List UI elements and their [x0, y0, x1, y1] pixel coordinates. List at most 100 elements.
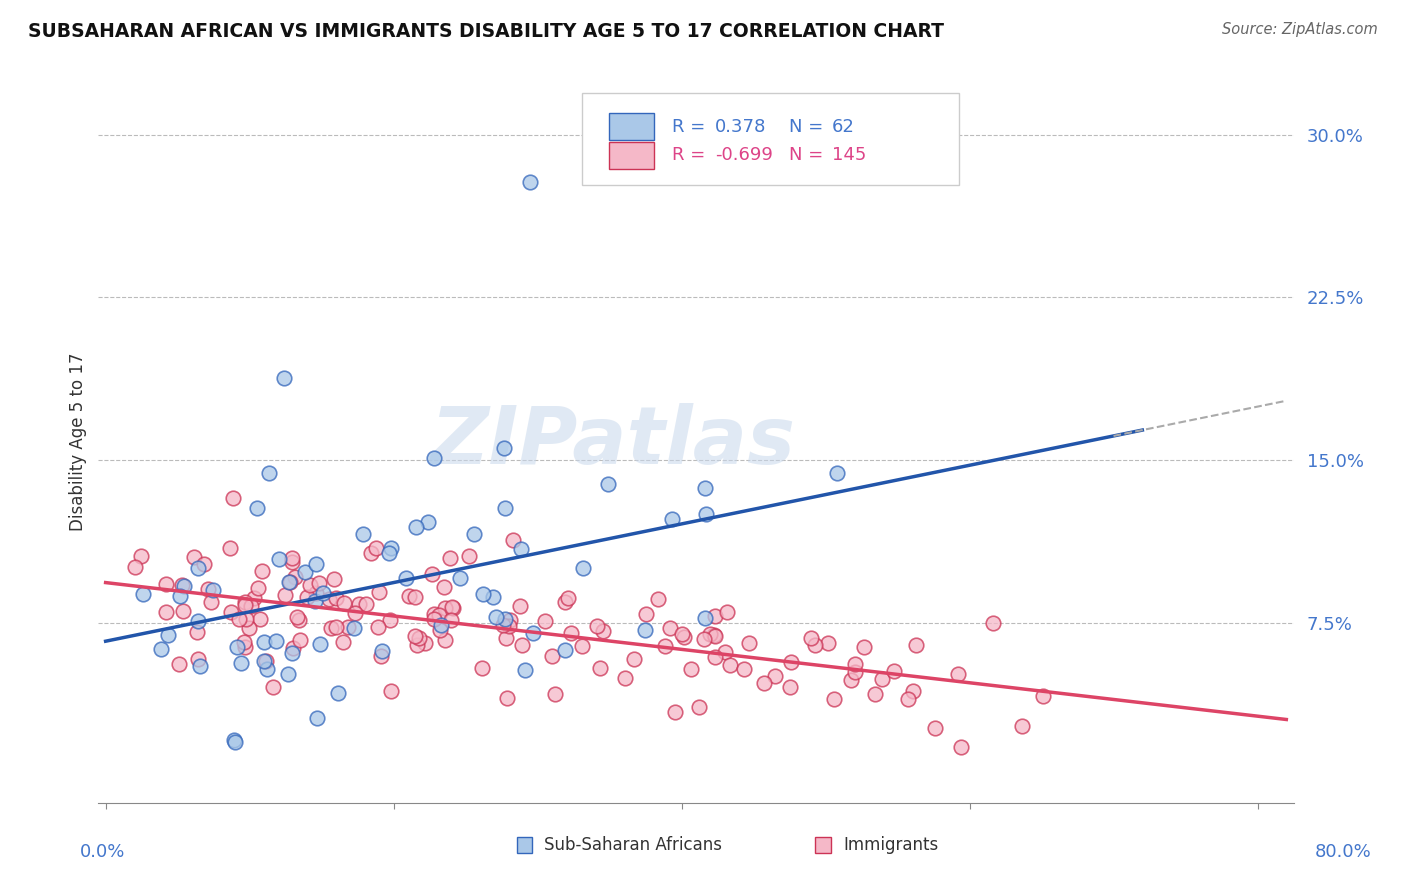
Point	[673, 630, 696, 644]
Point	[647, 591, 669, 606]
Text: R =: R =	[672, 118, 706, 136]
Point	[284, 570, 307, 584]
Point	[779, 680, 801, 694]
Point	[233, 635, 256, 649]
Point	[844, 665, 866, 680]
FancyBboxPatch shape	[609, 142, 654, 169]
Point	[170, 578, 193, 592]
Point	[278, 575, 301, 590]
Point	[429, 623, 451, 637]
Point	[903, 683, 925, 698]
FancyBboxPatch shape	[815, 838, 831, 854]
Point	[716, 605, 738, 619]
Point	[765, 669, 787, 683]
Point	[699, 627, 721, 641]
Point	[519, 175, 541, 189]
Point	[250, 564, 273, 578]
Point	[904, 638, 927, 652]
Point	[249, 612, 271, 626]
Point	[368, 584, 391, 599]
Text: Source: ZipAtlas.com: Source: ZipAtlas.com	[1222, 22, 1378, 37]
Point	[434, 601, 457, 615]
Point	[420, 567, 443, 582]
Point	[598, 476, 620, 491]
Point	[693, 481, 716, 495]
Point	[378, 613, 401, 627]
Point	[823, 691, 845, 706]
Point	[395, 571, 418, 585]
Point	[321, 621, 343, 635]
Point	[370, 644, 392, 658]
Text: -0.699: -0.699	[716, 146, 773, 164]
Point	[167, 657, 190, 671]
Point	[457, 549, 479, 563]
Point	[169, 589, 191, 603]
Point	[332, 635, 354, 649]
Point	[671, 627, 693, 641]
Point	[281, 550, 304, 565]
Point	[498, 619, 520, 633]
Point	[585, 619, 607, 633]
Point	[132, 587, 155, 601]
Point	[337, 620, 360, 634]
Point	[430, 618, 453, 632]
Point	[661, 512, 683, 526]
Point	[222, 491, 245, 505]
Point	[852, 640, 875, 654]
Point	[172, 604, 194, 618]
Point	[499, 613, 522, 627]
Point	[554, 594, 576, 608]
Point	[485, 610, 508, 624]
Point	[494, 500, 516, 515]
Point	[692, 632, 714, 646]
Point	[246, 581, 269, 595]
Point	[305, 557, 328, 571]
Text: 0.0%: 0.0%	[80, 843, 125, 861]
Point	[224, 735, 246, 749]
Point	[1032, 689, 1054, 703]
Point	[297, 590, 319, 604]
Point	[513, 663, 536, 677]
Point	[502, 533, 524, 548]
Point	[720, 658, 742, 673]
Point	[305, 710, 328, 724]
Point	[839, 673, 862, 687]
Point	[238, 621, 260, 635]
Point	[253, 634, 276, 648]
Point	[440, 599, 463, 614]
Point	[281, 555, 304, 569]
Point	[254, 654, 277, 668]
Point	[779, 655, 801, 669]
Point	[440, 613, 463, 627]
Point	[408, 632, 430, 646]
Point	[267, 551, 290, 566]
Point	[229, 657, 252, 671]
Point	[380, 541, 402, 555]
Point	[233, 598, 256, 612]
FancyBboxPatch shape	[582, 93, 959, 185]
Point	[693, 610, 716, 624]
Point	[281, 646, 304, 660]
Point	[949, 739, 972, 754]
Point	[308, 575, 330, 590]
Point	[522, 626, 544, 640]
Point	[554, 642, 576, 657]
Point	[349, 597, 371, 611]
Point	[863, 687, 886, 701]
Point	[623, 652, 645, 666]
Point	[233, 640, 256, 654]
Point	[367, 620, 389, 634]
Point	[129, 549, 152, 563]
Point	[804, 638, 827, 652]
Point	[280, 574, 302, 589]
Point	[325, 620, 347, 634]
Point	[463, 527, 485, 541]
Point	[201, 583, 224, 598]
Point	[242, 591, 264, 605]
Point	[256, 662, 278, 676]
Point	[219, 541, 242, 555]
Point	[659, 621, 682, 635]
Point	[305, 586, 328, 600]
Point	[253, 654, 276, 668]
Point	[439, 550, 461, 565]
